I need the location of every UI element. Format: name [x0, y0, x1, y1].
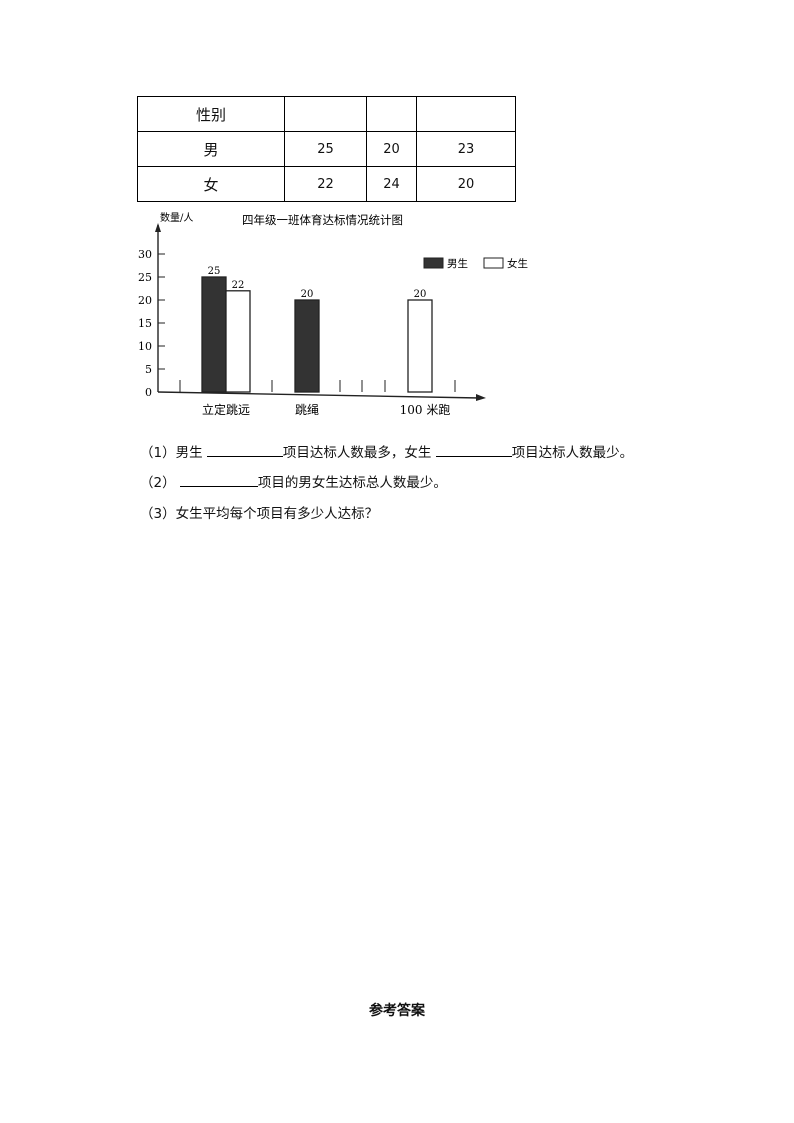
y-tick-label: 15 — [138, 317, 152, 330]
question-1: （1）男生 项目达标人数最多，女生 项目达标人数最少。 — [140, 441, 633, 461]
y-tick-label: 25 — [138, 271, 152, 284]
data-label: 22 — [232, 280, 245, 291]
question-text: （1）男生 — [140, 445, 207, 461]
table-cell: 24 — [366, 166, 417, 202]
answer-blank[interactable] — [435, 443, 512, 457]
question-text: 项目达标人数最少。 — [511, 445, 634, 461]
table-cell — [366, 96, 417, 132]
table-cell — [284, 96, 367, 132]
table-cell: 女 — [137, 166, 285, 202]
answer-heading: 参考答案 — [369, 1003, 425, 1019]
question-text: 项目的男女生达标总人数最少。 — [257, 475, 447, 491]
x-category-label: 立定跳远 — [202, 402, 250, 417]
y-axis-label: 数量/人 — [160, 211, 193, 224]
y-tick-label: 10 — [138, 340, 152, 353]
data-label: 25 — [208, 266, 221, 277]
data-label: 20 — [414, 289, 427, 300]
question-2: （2） 项目的男女生达标总人数最少。 — [140, 471, 447, 491]
chart-title: 四年级一班体育达标情况统计图 — [242, 213, 403, 227]
data-label: 20 — [301, 289, 314, 300]
table-cell: 性别 — [137, 96, 285, 132]
y-tick-label: 5 — [145, 363, 152, 376]
table-cell: 男 — [137, 131, 285, 167]
answer-blank[interactable] — [206, 443, 283, 457]
question-text: 项目达标人数最多，女生 — [282, 445, 436, 461]
table-cell: 23 — [416, 131, 516, 167]
x-axis — [157, 391, 481, 399]
x-axis-arrow-icon — [476, 394, 486, 401]
legend-label: 男生 — [447, 257, 468, 270]
legend-swatch — [483, 257, 504, 269]
y-tick-label: 0 — [145, 386, 152, 399]
table-row: 男 25 20 23 — [137, 131, 516, 167]
bar-女生 — [407, 299, 433, 393]
y-axis-arrow-icon — [155, 223, 161, 232]
question-text: （2） — [140, 475, 180, 491]
table-row: 女 22 24 20 — [137, 166, 516, 202]
legend-swatch — [423, 257, 444, 269]
table-cell: 25 — [284, 131, 367, 167]
question-3: （3）女生平均每个项目有多少人达标？ — [140, 506, 379, 522]
bar-男生 — [294, 299, 320, 393]
bar-男生 — [201, 276, 227, 393]
table-cell: 20 — [416, 166, 516, 202]
table-cell: 20 — [366, 131, 417, 167]
data-table: 性别 男 25 20 23 女 22 24 20 — [137, 96, 516, 202]
table-header-row: 性别 — [137, 96, 516, 132]
answer-blank[interactable] — [179, 473, 258, 487]
legend-label: 女生 — [507, 257, 528, 270]
bar-女生 — [225, 290, 251, 393]
x-category-label: 跳绳 — [295, 403, 319, 417]
table-cell — [416, 96, 516, 132]
x-category-label: 100 米跑 — [400, 403, 451, 417]
y-tick-label: 20 — [138, 294, 152, 307]
y-tick-label: 30 — [138, 248, 152, 261]
table-cell: 22 — [284, 166, 367, 202]
